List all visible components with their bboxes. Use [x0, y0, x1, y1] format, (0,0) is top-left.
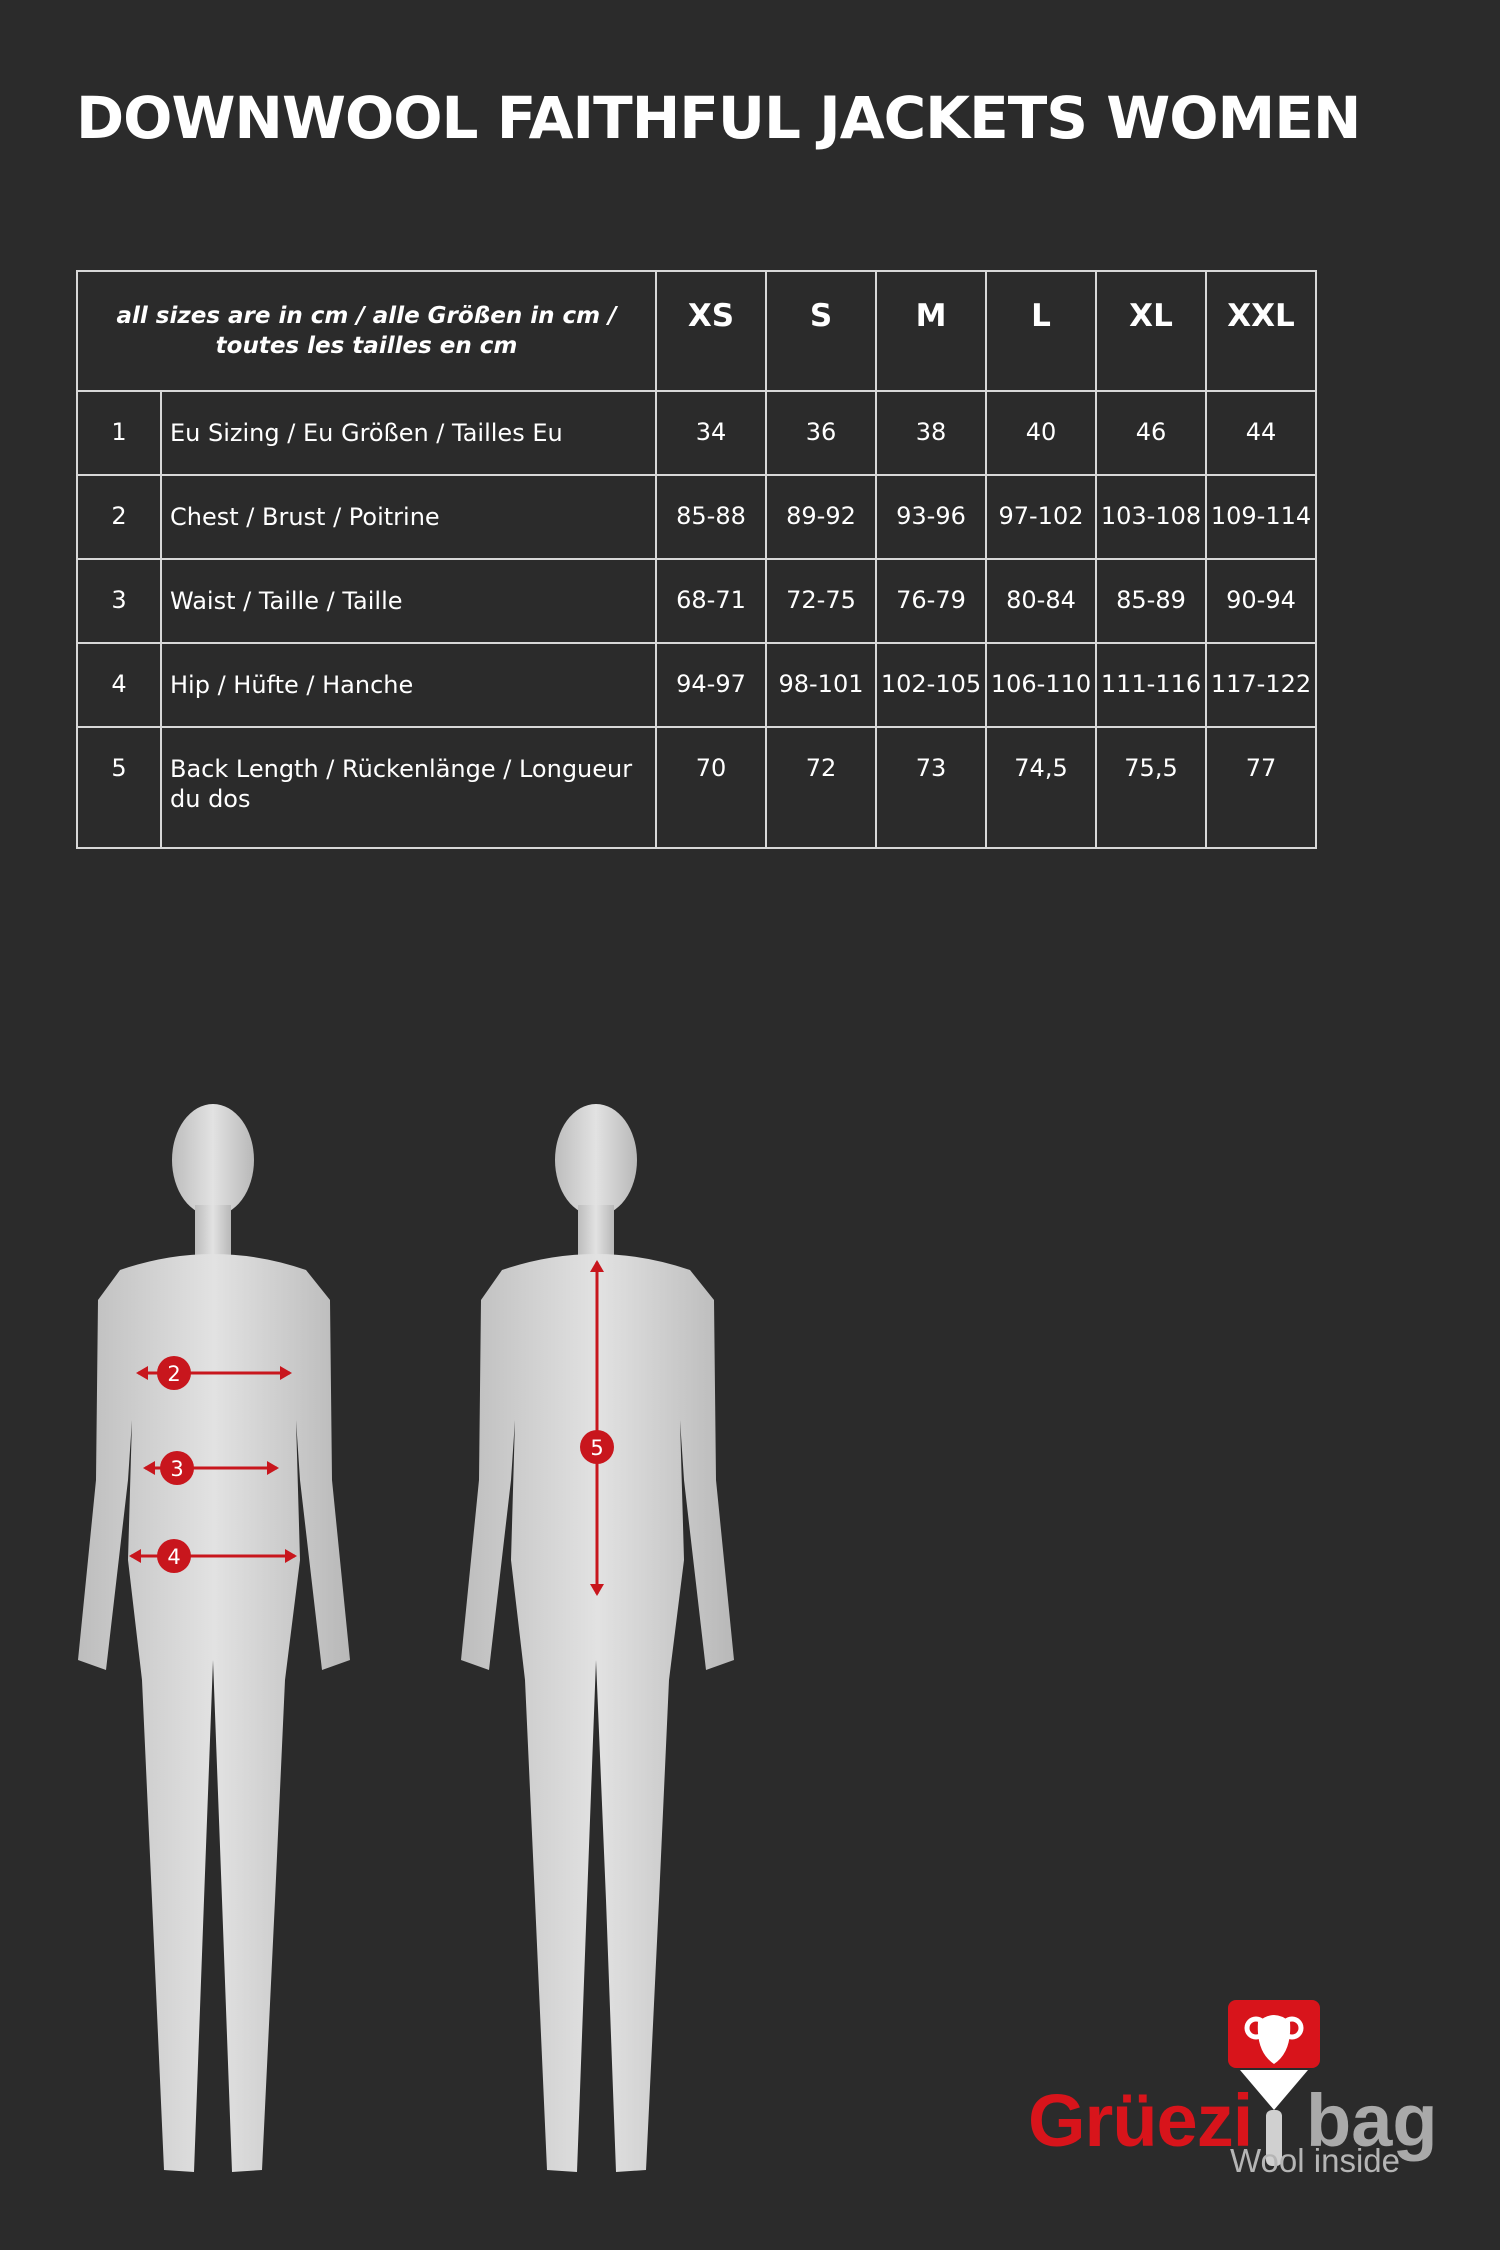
logo-tagline: Wool inside — [1230, 2142, 1400, 2179]
table-row: 2 Chest / Brust / Poitrine 85-88 89-92 93-96… — [76, 474, 1317, 560]
row-number: 2 — [76, 474, 162, 560]
units-note-line2: toutes les tailles en cm — [215, 333, 518, 359]
table-header-row: all sizes are in cm / alle Größen in cm … — [76, 270, 1317, 392]
units-note: all sizes are in cm / alle Größen in cm … — [76, 270, 657, 392]
size-value: 34 — [655, 390, 767, 476]
size-value: 68-71 — [655, 558, 767, 644]
size-value: 109-114 — [1205, 474, 1317, 560]
row-number: 3 — [76, 558, 162, 644]
size-value: 90-94 — [1205, 558, 1317, 644]
size-value: 106-110 — [985, 642, 1097, 728]
size-value: 103-108 — [1095, 474, 1207, 560]
logo-text-gruezi: Grüezi — [1028, 2079, 1253, 2162]
marker-hip: 4 — [157, 1539, 191, 1573]
marker-waist: 3 — [160, 1451, 194, 1485]
marker-chest: 2 — [157, 1356, 191, 1390]
size-value: 46 — [1095, 390, 1207, 476]
size-header: XS — [655, 270, 767, 392]
size-value: 76-79 — [875, 558, 987, 644]
row-number: 5 — [76, 726, 162, 849]
size-header: M — [875, 270, 987, 392]
size-value: 102-105 — [875, 642, 987, 728]
size-chart-table: all sizes are in cm / alle Größen in cm … — [76, 270, 1317, 849]
size-header: XXL — [1205, 270, 1317, 392]
marker-back: 5 — [580, 1430, 614, 1464]
size-value: 97-102 — [985, 474, 1097, 560]
size-value: 36 — [765, 390, 877, 476]
gruezi-bag-logo: Grüezi bag Wool inside — [1020, 1990, 1460, 2190]
table-row: 5 Back Length / Rückenlänge / Longueur du… — [76, 726, 1317, 849]
size-header: S — [765, 270, 877, 392]
marker-label: 5 — [590, 1436, 603, 1460]
table-row: 3 Waist / Taille / Taille 68-71 72-75 76-79 8… — [76, 558, 1317, 644]
size-value: 80-84 — [985, 558, 1097, 644]
size-header: XL — [1095, 270, 1207, 392]
logo-text-bag: bag — [1306, 2079, 1438, 2162]
units-note-line1: all sizes are in cm / alle Größen in cm … — [116, 303, 617, 329]
marker-label: 2 — [167, 1362, 180, 1386]
page-title: DOWNWOOL FAITHFUL JACKETS WOMEN — [76, 84, 1361, 152]
size-value: 117-122 — [1205, 642, 1317, 728]
size-value: 85-89 — [1095, 558, 1207, 644]
marker-label: 4 — [167, 1545, 180, 1569]
size-value: 111-116 — [1095, 642, 1207, 728]
arrowheads — [129, 1260, 604, 1596]
size-value: 74,5 — [985, 726, 1097, 849]
size-value: 89-92 — [765, 474, 877, 560]
ram-zipper-icon — [1228, 2000, 1320, 2166]
size-value: 75,5 — [1095, 726, 1207, 849]
measurement-label: Hip / Hüfte / Hanche — [160, 642, 657, 728]
measurement-label: Waist / Taille / Taille — [160, 558, 657, 644]
row-number: 1 — [76, 390, 162, 476]
row-number: 4 — [76, 642, 162, 728]
measurement-label: Back Length / Rückenlänge / Longueur du … — [160, 726, 657, 849]
table-row: 4 Hip / Hüfte / Hanche 94-97 98-101 102-105 1… — [76, 642, 1317, 728]
size-value: 72-75 — [765, 558, 877, 644]
marker-label: 3 — [170, 1457, 183, 1481]
measurement-label: Chest / Brust / Poitrine — [160, 474, 657, 560]
size-value: 94-97 — [655, 642, 767, 728]
size-value: 38 — [875, 390, 987, 476]
size-value: 98-101 — [765, 642, 877, 728]
size-value: 73 — [875, 726, 987, 849]
size-value: 40 — [985, 390, 1097, 476]
table-row: 1 Eu Sizing / Eu Größen / Tailles Eu 34 36 3… — [76, 390, 1317, 476]
size-value: 93-96 — [875, 474, 987, 560]
size-value: 72 — [765, 726, 877, 849]
back-mannequin — [461, 1104, 734, 2172]
size-header: L — [985, 270, 1097, 392]
size-value: 70 — [655, 726, 767, 849]
size-value: 77 — [1205, 726, 1317, 849]
size-value: 85-88 — [655, 474, 767, 560]
front-mannequin — [78, 1104, 350, 2172]
size-value: 44 — [1205, 390, 1317, 476]
measurement-label: Eu Sizing / Eu Größen / Tailles Eu — [160, 390, 657, 476]
